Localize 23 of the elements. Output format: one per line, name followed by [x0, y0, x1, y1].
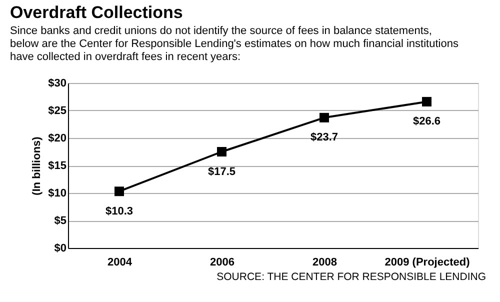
y-tick-label: $10 — [48, 188, 66, 200]
data-label: $10.3 — [105, 205, 134, 218]
y-axis-title: (In billions) — [31, 136, 44, 196]
point — [320, 112, 329, 122]
x-tick-label: 2009 (Projected) — [384, 256, 470, 268]
y-tick-label: $25 — [48, 105, 66, 117]
data-label: $17.5 — [208, 166, 236, 178]
x-tick-label: 2006 — [210, 256, 234, 268]
data-label: $23.7 — [310, 132, 338, 144]
y-tick-label: $0 — [54, 242, 66, 254]
y-tick-label: $30 — [48, 78, 66, 90]
y-tick-label: $5 — [54, 215, 66, 227]
point — [114, 186, 124, 196]
point — [217, 147, 226, 156]
chart-subtitle: Since banks and credit unions do not identify the source of fees in balance statements, below are the Center for Responsible Lending's estimates on how much financial institutions have collected in overdraft fees in recent years: — [10, 25, 459, 63]
data-label: $26.6 — [412, 116, 441, 128]
y-tick-label: $15 — [48, 160, 66, 172]
chart-title: Overdraft Collections — [10, 3, 183, 22]
x-tick-label: 2004 — [108, 256, 133, 268]
y-tick-label: $20 — [48, 132, 66, 144]
x-tick-label: 2008 — [312, 256, 337, 268]
source-note: SOURCE: THE CENTER FOR RESPONSIBLE LENDING — [216, 271, 486, 283]
point — [422, 96, 432, 106]
